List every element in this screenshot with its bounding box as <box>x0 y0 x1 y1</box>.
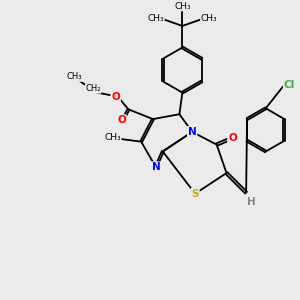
Text: CH₃: CH₃ <box>200 14 217 22</box>
Text: N: N <box>188 127 197 137</box>
Text: Cl: Cl <box>284 80 295 90</box>
Text: CH₃: CH₃ <box>148 14 164 22</box>
Text: H: H <box>247 197 255 208</box>
Text: CH₃: CH₃ <box>67 72 82 81</box>
Text: CH₃: CH₃ <box>104 133 121 142</box>
Text: S: S <box>191 189 199 199</box>
Text: O: O <box>117 115 126 125</box>
Text: CH₃: CH₃ <box>174 2 191 11</box>
Text: O: O <box>228 133 237 143</box>
Text: N: N <box>152 162 160 172</box>
Text: O: O <box>111 92 120 102</box>
Text: CH₂: CH₂ <box>85 84 101 93</box>
